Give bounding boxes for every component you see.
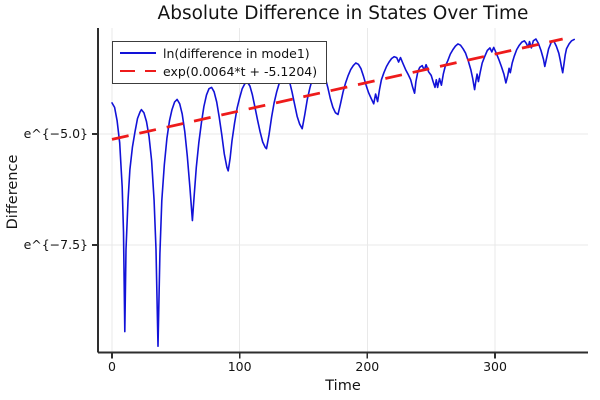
legend-line-sample-dashed-icon xyxy=(120,69,156,73)
axis-layer: 0 100 200 300 e^{−5.0} e^{−7.5} xyxy=(24,28,588,374)
legend-label: exp(0.0064*t + -5.1204) xyxy=(163,63,318,79)
y-tick-label: e^{−5.0} xyxy=(24,126,88,141)
legend-item-exp-fit: exp(0.0064*t + -5.1204) xyxy=(120,63,317,79)
x-tick-label: 300 xyxy=(483,359,507,374)
x-tick-label: 0 xyxy=(108,359,116,374)
legend-line-sample-solid-icon xyxy=(120,51,156,55)
x-tick-label: 200 xyxy=(355,359,379,374)
y-axis-label: Difference xyxy=(5,155,21,230)
x-axis-label: Time xyxy=(324,378,361,394)
series-layer xyxy=(111,37,575,347)
legend-box: ln(difference in mode1) exp(0.0064*t + -… xyxy=(112,41,328,84)
series-exp-trend-line xyxy=(111,37,563,141)
chart-title: Absolute Difference in States Over Time xyxy=(158,3,529,24)
legend-label: ln(difference in mode1) xyxy=(163,45,310,61)
series-ln-difference-line xyxy=(111,38,575,347)
x-tick-label: 100 xyxy=(228,359,252,374)
y-tick-label: e^{−7.5} xyxy=(24,237,88,252)
legend-item-ln-difference: ln(difference in mode1) xyxy=(120,45,317,61)
